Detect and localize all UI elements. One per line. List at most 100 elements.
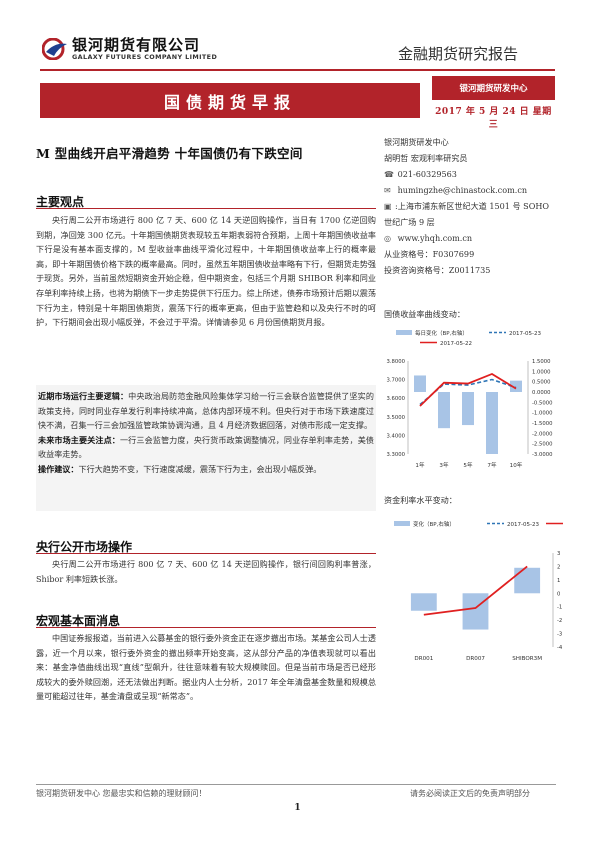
- y-right-tick-label: -3.0000: [532, 452, 553, 458]
- page-number: 1: [294, 803, 301, 813]
- summary-paragraph: 央行周二公开市场进行 800 亿 7 天、600 亿 14 天逆回购操作，当日有…: [36, 215, 376, 328]
- y-left-tick-label: 3.5000: [386, 415, 405, 421]
- x-tick-label: 7年: [487, 461, 497, 469]
- open-market-body: 央行周二公开市场进行 800 亿 7 天、600 亿 14 天逆回购操作，银行间…: [36, 557, 376, 586]
- legend-swatch-bar: [396, 330, 412, 335]
- y-left-tick-label: 3.3000: [386, 452, 405, 458]
- chart-bar: [514, 567, 541, 594]
- main-title: M 型曲线开启平滑趋势 十年国债仍有下跌空间: [36, 146, 303, 161]
- report-type: 金融期货研究报告: [398, 45, 519, 63]
- dept-badge: 银河期货研发中心: [432, 76, 555, 100]
- legend-label-dashed: 2017-05-23: [509, 331, 541, 337]
- advice-label: 操作建议：: [38, 463, 79, 474]
- y-right-tick-label: 0: [557, 591, 561, 597]
- contact-address: 上海市浦东新区世纪大道 1501 号 SOHO 世纪广场 9 层: [384, 201, 550, 227]
- contact-email-row: ✉ humingzhe@chinastock.com.cn: [384, 182, 559, 198]
- y-right-tick-label: 1.5000: [532, 359, 551, 365]
- advice-paragraph: 操作建议：下行大趋势不变，下行速度减缓，震荡下行为主，会出现小幅反弹。: [38, 462, 374, 477]
- legend-label-dashed: 2017-05-23: [507, 522, 539, 528]
- x-tick-label: 3年: [439, 461, 449, 469]
- open-market-divider: [36, 553, 376, 554]
- y-left-tick-label: 3.4000: [386, 433, 405, 439]
- summary-body: 央行周二公开市场进行 800 亿 7 天、600 亿 14 天逆回购操作，当日有…: [36, 213, 376, 330]
- y-right-tick-label: 1: [557, 578, 560, 584]
- focus-label: 未来市场主要关注点：: [38, 434, 120, 445]
- open-market-paragraph: 央行周二公开市场进行 800 亿 7 天、600 亿 14 天逆回购操作，银行间…: [36, 559, 376, 584]
- chart-bar: [438, 392, 450, 429]
- report-date: 2017 年 5 月 24 日 星期三: [435, 107, 552, 130]
- y-right-tick-label: 0.0000: [532, 390, 551, 396]
- macro-paragraph: 中国证券报报道，当前进入公募基金的银行委外资金正在逐步撤出市场。某基金公司人士透…: [36, 633, 376, 702]
- contact-phone: 021-60329563: [397, 169, 457, 179]
- x-tick-label: 1年: [415, 461, 425, 469]
- focus-paragraph: 未来市场主要关注点：一行三会监管力度，央行货币政策调整情况，同业存单利率走势，美…: [38, 433, 374, 462]
- y-left-tick-label: 3.7000: [386, 378, 405, 384]
- chart-bar: [414, 375, 426, 392]
- advice-text: 下行大趋势不变，下行速度减缓，震荡下行为主，会出现小幅反弹。: [78, 463, 322, 474]
- header-divider: [40, 69, 555, 71]
- contact-email[interactable]: humingzhe@chinastock.com.cn: [397, 185, 528, 195]
- footer-slogan: 银河期货研发中心 您最忠实和信赖的理财顾问！: [36, 789, 207, 798]
- contact-website-row: ◎ www.yhqh.com.cn: [384, 230, 559, 246]
- x-tick-label: 10年: [510, 461, 523, 469]
- x-tick-label: DR001: [414, 656, 433, 662]
- company-logo-icon: [42, 38, 67, 60]
- chart-bar: [462, 593, 489, 630]
- building-icon: ▣: [384, 201, 392, 211]
- chart-bar: [510, 380, 522, 392]
- footer-disclaimer[interactable]: 请务必阅读正文后的免责声明部分: [410, 789, 530, 798]
- contact-website[interactable]: www.yhqh.com.cn: [397, 233, 473, 243]
- contact-phone-row: ☎ 021-60329563: [384, 166, 559, 182]
- y-right-tick-label: 0.5000: [532, 380, 551, 386]
- y-right-tick-label: -2: [557, 618, 562, 624]
- phone-icon: ☎: [384, 169, 395, 179]
- x-tick-label: DR007: [466, 656, 485, 662]
- y-right-tick-label: 1.0000: [532, 369, 551, 375]
- y-right-tick-label: 2: [557, 564, 560, 570]
- banner: 国债期货早报: [40, 83, 420, 118]
- yield-curve-chart: 每日变化（BP,右轴） 2017-05-23 2017-05-22 -3.0000 -2…: [386, 329, 553, 469]
- macro-title: 宏观基本面消息: [36, 614, 121, 628]
- email-icon: ✉: [384, 185, 391, 195]
- qualification-number: 从业资格号：F0307699: [384, 249, 475, 259]
- macro-body: 中国证券报报道，当前进入公募基金的银行委外资金正在逐步撤出市场。某基金公司人士透…: [36, 631, 376, 704]
- company-name-en: GALAXY FUTURES COMPANY LIMITED: [72, 53, 218, 61]
- summary-title: 主要观点: [36, 195, 85, 209]
- y-right-tick-label: -2.0000: [532, 431, 553, 437]
- legend-label-solid: 2017-05-22: [440, 341, 472, 347]
- macro-divider: [36, 627, 376, 628]
- logic-label: 近期市场运行主要逻辑：: [38, 391, 129, 401]
- y-right-tick-label: -1.5000: [532, 421, 553, 427]
- legend-swatch-bar: [394, 521, 410, 526]
- y-left-tick-label: 3.8000: [386, 359, 405, 365]
- chart-bar: [462, 392, 474, 426]
- y-right-tick-label: -1: [557, 605, 562, 611]
- y-right-tick-label: -4: [557, 645, 563, 651]
- series-line-solid: [423, 565, 528, 616]
- legend-label-bar: 每日变化（BP,右轴）: [415, 329, 468, 337]
- contact-block: 银河期货研发中心 胡明哲 宏观利率研究员 ☎ 021-60329563 ✉ hu…: [384, 134, 559, 278]
- contact-dept: 银河期货研发中心: [384, 137, 449, 147]
- company-name-cn: 银河期货有限公司: [72, 36, 201, 54]
- chart2-caption: 资金利率水平变动：: [384, 495, 457, 505]
- y-right-tick-label: -0.5000: [532, 400, 553, 406]
- advisory-number: 投资咨询资格号：Z0011735: [384, 265, 491, 275]
- globe-icon: ◎: [384, 233, 392, 243]
- key-points-box: 近期市场运行主要逻辑：中央政治局防范金融风险集体学习给一行三会联合监管提供了坚实…: [36, 385, 376, 511]
- chart-bar: [410, 593, 437, 611]
- logic-paragraph: 近期市场运行主要逻辑：中央政治局防范金融风险集体学习给一行三会联合监管提供了坚实…: [38, 389, 374, 433]
- focus-text: 一行三会监管力度，央行货币政策调整情况，同业存单利率走势，美债收益率走势。: [38, 434, 374, 460]
- y-right-tick-label: 3: [557, 551, 560, 557]
- y-right-tick-label: -1.0000: [532, 411, 553, 417]
- footer-divider: [36, 784, 556, 785]
- legend-label-bar: 变化（BP,右轴）: [413, 520, 455, 528]
- summary-divider: [36, 208, 376, 209]
- chart1-caption: 国债收益率曲线变动：: [384, 309, 465, 319]
- logic-text: 中央政治局防范金融风险集体学习给一行三会联合监管提供了坚实的政策支持，同时同业存…: [38, 391, 374, 431]
- series-line-solid: [419, 372, 517, 407]
- banner-title: 国债期货早报: [163, 92, 296, 112]
- y-left-tick-label: 3.6000: [386, 396, 405, 402]
- x-tick-label: 5年: [463, 461, 473, 469]
- y-right-tick-label: -2.5000: [532, 442, 553, 448]
- contact-address-row: ▣:上海市浦东新区世纪大道 1501 号 SOHO 世纪广场 9 层: [384, 198, 559, 230]
